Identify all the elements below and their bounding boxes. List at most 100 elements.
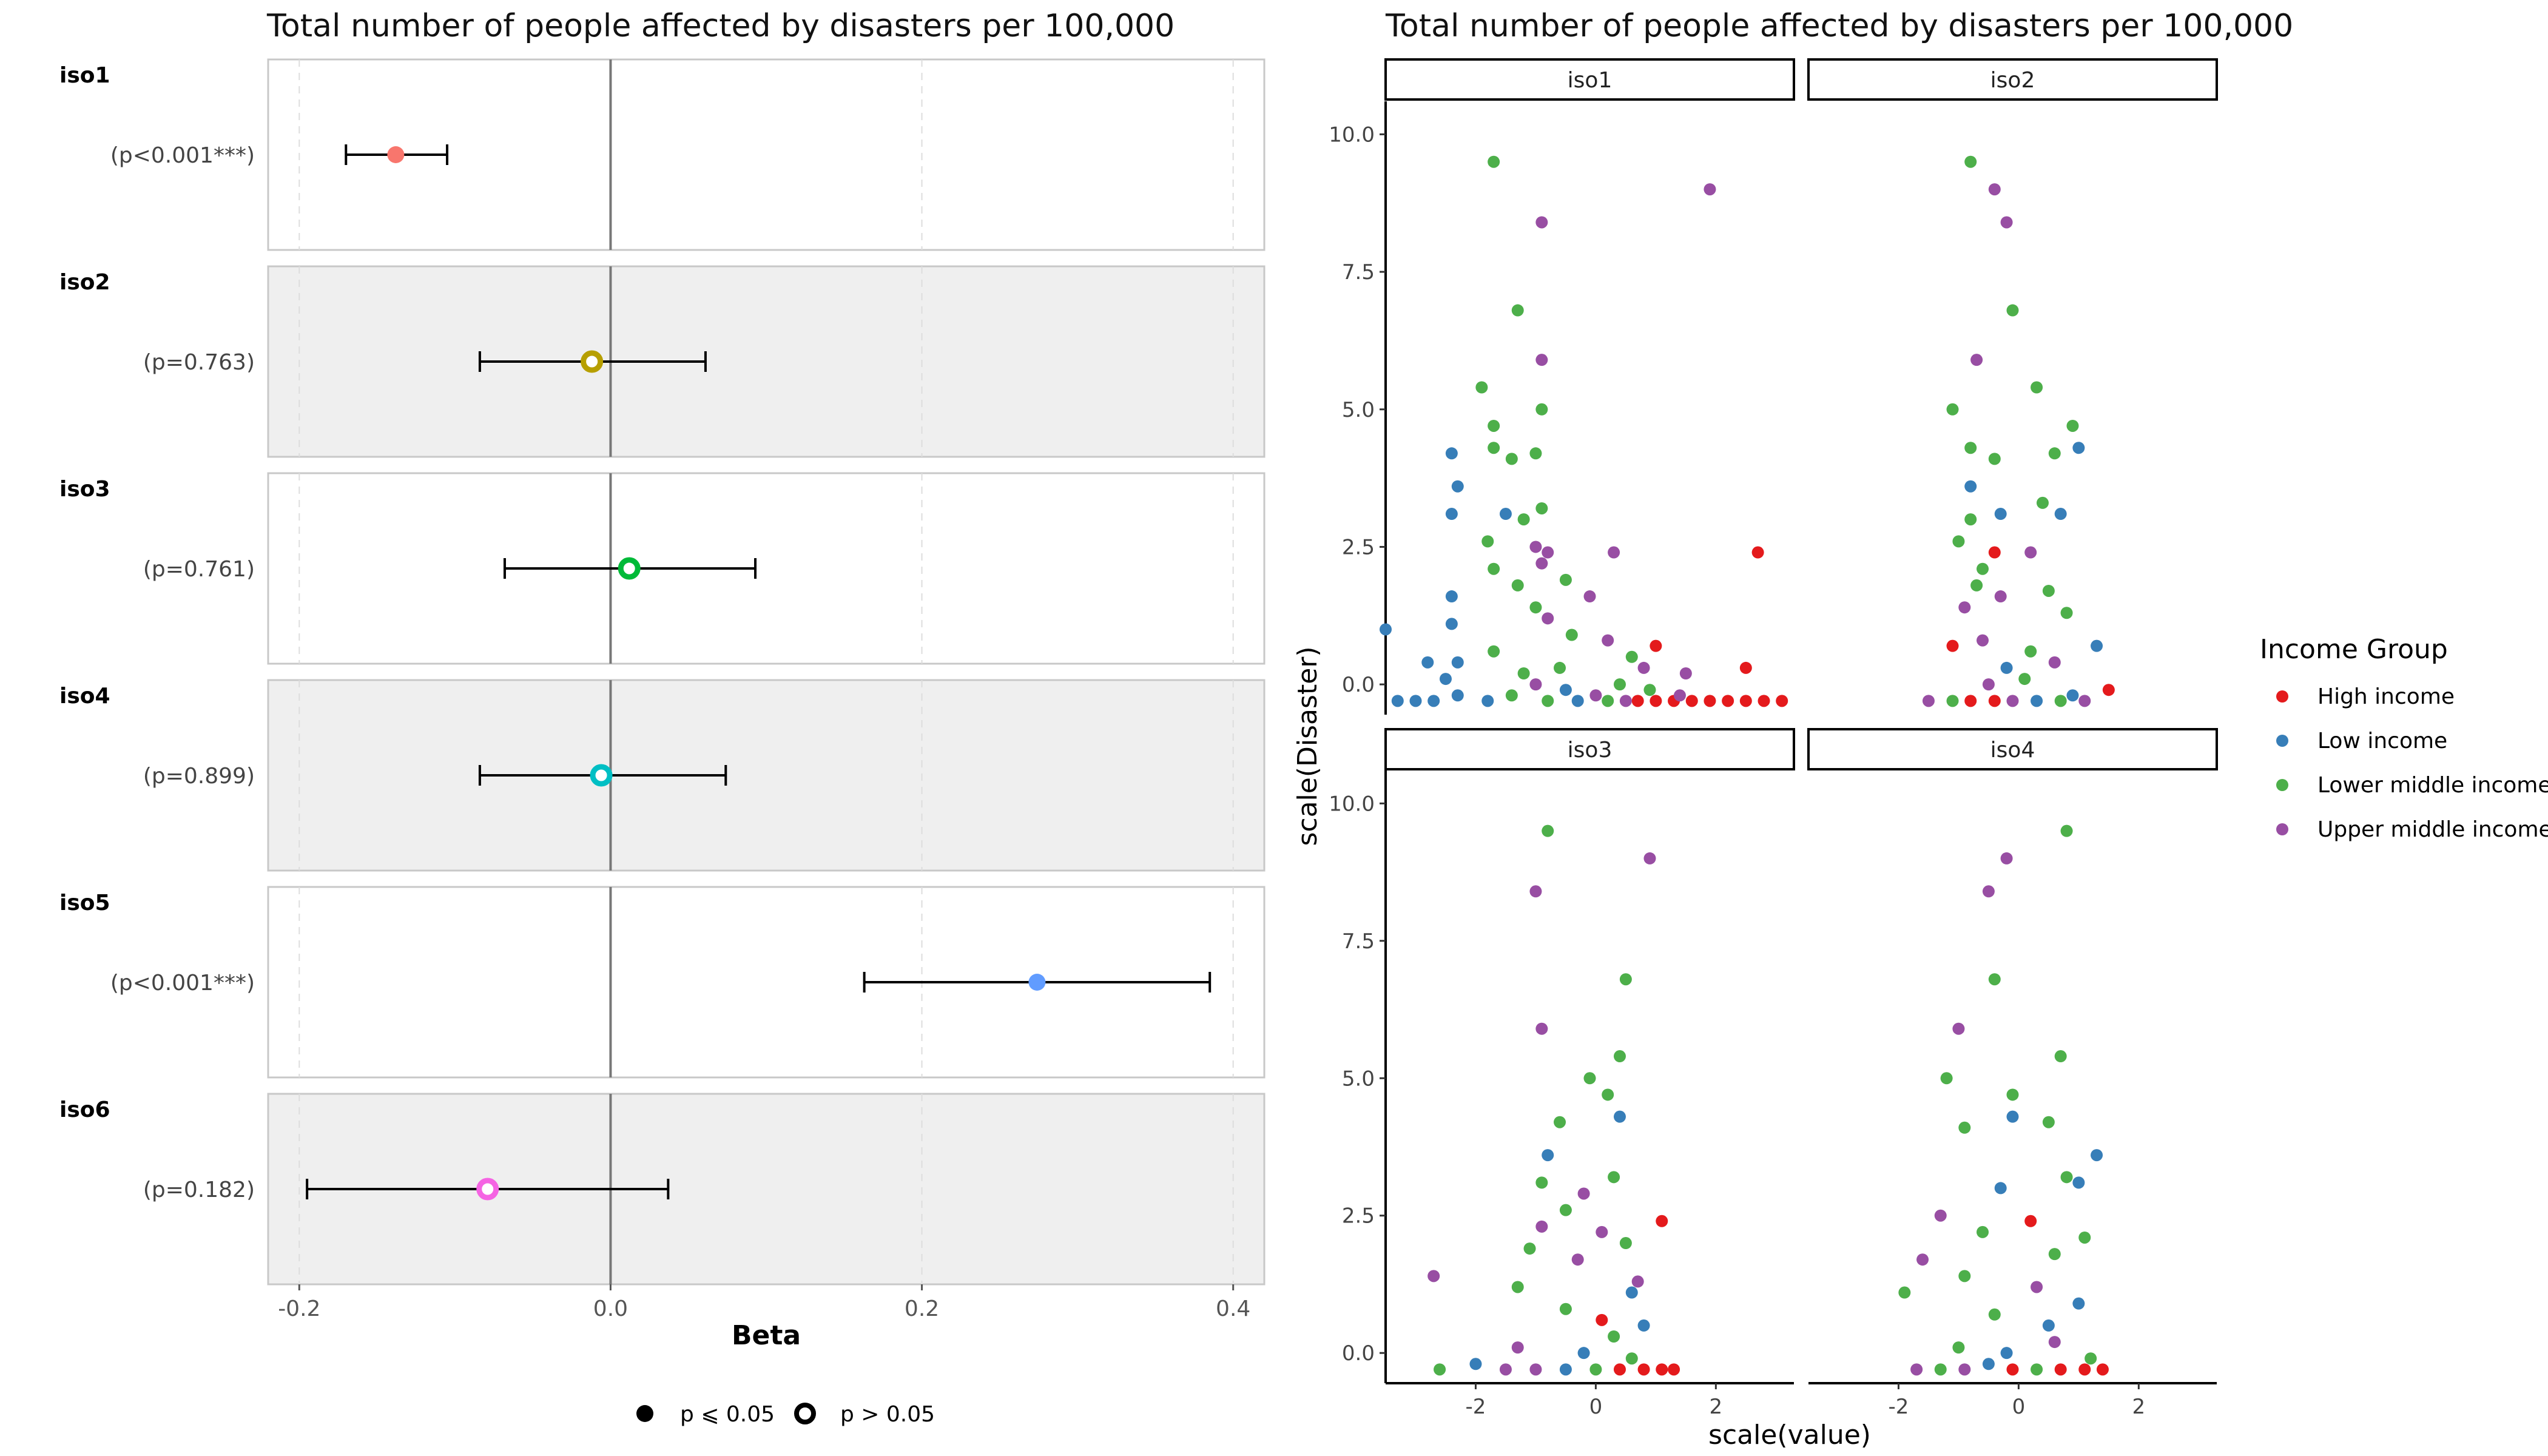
data-point	[1619, 695, 1632, 707]
data-point	[1673, 689, 1686, 702]
data-point	[1679, 667, 1692, 679]
data-point	[2006, 1363, 2019, 1376]
data-point	[1529, 601, 1542, 614]
scatter-y-axis-label: scale(Disaster)	[1292, 646, 1323, 846]
data-point	[1922, 695, 1935, 707]
data-point	[1631, 695, 1644, 707]
facet-x-tick-label: -2	[1889, 1395, 1909, 1419]
income-group-legend-label: Lower middle income	[2317, 773, 2548, 798]
data-point	[1643, 684, 1656, 696]
data-point	[1964, 480, 1977, 493]
data-point	[1602, 1088, 1614, 1101]
facet-x-tick-label: -2	[1466, 1395, 1486, 1419]
data-point	[1517, 513, 1530, 526]
data-point	[2072, 1176, 2085, 1189]
facet-y-tick-label: 10.0	[1329, 792, 1375, 816]
data-point	[1559, 1303, 1572, 1315]
facet-y-tick-label: 10.0	[1329, 123, 1375, 147]
data-point	[1427, 1270, 1440, 1282]
forest-row-label: iso5	[59, 891, 110, 915]
data-point	[1625, 1286, 1638, 1299]
data-point	[2060, 607, 2073, 619]
data-point	[1946, 639, 1959, 652]
data-point	[2066, 689, 2079, 702]
data-point	[1619, 1237, 1632, 1250]
data-point	[1542, 1149, 1554, 1162]
data-point	[2085, 1352, 2097, 1365]
facet-y-tick-label: 2.5	[1342, 535, 1375, 559]
data-point	[1505, 453, 1518, 465]
data-point	[2048, 1336, 2061, 1349]
facet-strip-label: iso1	[1568, 68, 1613, 93]
data-point	[1499, 1363, 1512, 1376]
data-point	[1529, 678, 1542, 691]
data-point	[1988, 1308, 2001, 1321]
forest-p-value-label: (p=0.899)	[143, 764, 255, 789]
facet-y-tick-label: 7.5	[1342, 929, 1375, 954]
data-point	[2024, 1215, 2037, 1227]
facet-x-tick-label: 2	[2132, 1395, 2146, 1419]
data-point	[1637, 1363, 1650, 1376]
data-point	[2066, 419, 2079, 432]
data-point	[1650, 639, 1662, 652]
data-point	[1994, 508, 2007, 521]
facet-strip	[1807, 728, 2218, 770]
forest-row-iso3: iso3 (p=0.761)	[59, 472, 1266, 665]
forest-panel-iso4	[267, 679, 1266, 872]
forest-x-axis: -0.2 0.0 0.2 0.4	[278, 1284, 1250, 1321]
income-group-legend-marker	[2276, 779, 2288, 791]
data-point	[1535, 354, 1548, 366]
data-point	[1946, 695, 1959, 707]
data-point	[1554, 661, 1566, 674]
facet-strip	[1384, 728, 1795, 770]
data-point	[1608, 1330, 1620, 1343]
income-group-legend-marker	[2276, 735, 2288, 747]
data-point	[1751, 546, 1764, 559]
scatter-facets: iso1 0.0 2.5 5.0 7.5 10.0 iso2 iso3 0.0 2.5 5.0 7.5…	[1329, 58, 2218, 1419]
forest-estimate-point	[590, 764, 613, 787]
facet-iso2: iso2	[1807, 58, 2218, 707]
data-point	[1704, 183, 1716, 196]
facet-strip-label: iso3	[1568, 738, 1613, 763]
data-point	[1511, 1281, 1524, 1293]
data-point	[2078, 1231, 2091, 1244]
forest-legend: p ⩽ 0.05 p > 0.05	[636, 1402, 935, 1427]
data-point	[1946, 403, 1959, 416]
data-point	[1952, 1341, 1965, 1354]
data-point	[2000, 852, 2013, 864]
data-point	[2031, 695, 2043, 707]
data-point	[1554, 1116, 1566, 1128]
data-point	[2031, 1363, 2043, 1376]
data-point	[1988, 183, 2001, 196]
data-point	[1958, 1270, 1971, 1282]
forest-legend-marker	[636, 1405, 653, 1422]
facet-strip	[1807, 58, 2218, 101]
forest-plot: Total number of people affected by disas…	[59, 8, 1266, 1427]
data-point	[1988, 695, 2001, 707]
data-point	[1656, 1215, 1668, 1227]
forest-x-tick-label: -0.2	[278, 1296, 320, 1321]
data-point	[1964, 155, 1977, 168]
scatter-x-axis-label: scale(value)	[1708, 1420, 1871, 1451]
data-point	[1776, 695, 1788, 707]
facet-iso1: iso1 0.0 2.5 5.0 7.5 10.0	[1329, 58, 1795, 715]
data-point	[1499, 508, 1512, 521]
facet-iso4: iso4 -2 0 2	[1807, 728, 2218, 1419]
data-point	[1542, 695, 1554, 707]
data-point	[2054, 508, 2067, 521]
forest-row-iso4: iso4 (p=0.899)	[59, 679, 1266, 872]
data-point	[1685, 695, 1698, 707]
data-point	[2000, 661, 2013, 674]
data-point	[1427, 695, 1440, 707]
data-point	[1535, 1220, 1548, 1233]
data-point	[1934, 1363, 1947, 1376]
data-point	[1940, 1072, 1953, 1085]
data-point	[2054, 1050, 2067, 1063]
data-point	[1704, 695, 1716, 707]
scatter-plot: Total number of people affected by disas…	[1292, 8, 2548, 1451]
facet-strip	[1384, 58, 1795, 101]
data-point	[2091, 1149, 2103, 1162]
data-point	[1445, 447, 1458, 460]
data-point	[1391, 695, 1404, 707]
forest-p-value-label: (p<0.001***)	[110, 143, 255, 168]
